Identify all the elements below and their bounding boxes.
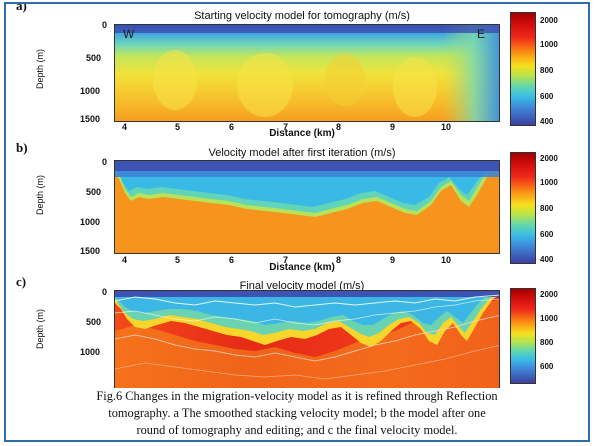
y-tick: 1000 [80,347,101,357]
velocity-field [115,161,499,253]
figure: a) Starting velocity model for tomograph… [4,2,590,442]
x-tick: 9 [390,255,396,265]
colorbar-tick: 800 [540,66,554,75]
colorbar [510,152,536,264]
y-axis-label: Depth (m) [35,308,46,350]
panel-label: b) [16,140,28,155]
x-tick: 4 [122,255,128,265]
panel-label: c) [16,274,27,289]
colorbar-tick: 1000 [540,40,558,49]
colorbar-tick: 1000 [540,314,558,323]
x-tick: 5 [175,255,181,265]
velocity-field [115,291,499,389]
velocity-field [115,25,499,121]
y-tick: 500 [86,53,102,63]
east-label: E [477,27,486,41]
x-tick: 6 [229,122,235,132]
caption-line: Fig.6 Changes in the migration-velocity … [96,389,498,403]
y-tick: 1500 [80,114,101,124]
panel-title: Final velocity model (m/s) [239,280,365,292]
x-tick: 4 [122,122,128,132]
colorbar-tick: 800 [540,338,554,347]
velocity-model-plot [114,160,500,254]
caption-line: round of tomography and editing; and c t… [136,423,458,437]
x-tick: 7 [283,255,289,265]
y-tick: 0 [102,287,108,297]
velocity-model-plot: W E [114,24,500,122]
colorbar-tick: 800 [540,204,554,213]
colorbar-tick: 400 [540,117,554,126]
colorbar-tick: 1000 [540,178,558,187]
y-tick: 1500 [80,246,101,256]
y-tick: 500 [86,317,102,327]
colorbar-tick: 600 [540,92,554,101]
x-tick: 7 [283,122,289,132]
west-label: W [123,27,135,41]
y-tick: 500 [86,187,102,197]
panel-title: Velocity model after first iteration (m/… [208,147,396,159]
colorbar-tick: 2000 [540,154,558,163]
x-tick: 5 [175,122,181,132]
figure-caption: Fig.6 Changes in the migration-velocity … [6,388,588,439]
y-tick: 1000 [80,86,101,96]
caption-line: tomography. a The smoothed stacking velo… [108,406,486,420]
x-tick: 8 [336,122,342,132]
x-axis-label: Distance (km) [269,128,335,139]
y-axis-label: Depth (m) [35,48,46,90]
panel-label: a) [16,2,27,13]
colorbar-tick: 2000 [540,290,558,299]
colorbar-tick: 2000 [540,16,558,25]
y-tick: 0 [102,20,108,30]
colorbar-tick: 600 [540,230,554,239]
colorbar [510,288,536,384]
velocity-model-plot [114,290,500,390]
x-axis-label: Distance (km) [269,262,335,273]
colorbar [510,12,536,126]
x-tick: 10 [441,122,452,132]
y-tick: 0 [102,157,108,167]
y-tick: 1000 [80,217,101,227]
colorbar-tick: 600 [540,362,554,371]
x-tick: 9 [390,122,396,132]
colorbar-tick: 400 [540,255,554,264]
x-tick: 6 [229,255,235,265]
panel-title: Starting velocity model for tomography (… [194,10,410,22]
x-tick: 10 [441,255,452,265]
x-tick: 8 [336,255,342,265]
y-axis-label: Depth (m) [35,174,46,216]
